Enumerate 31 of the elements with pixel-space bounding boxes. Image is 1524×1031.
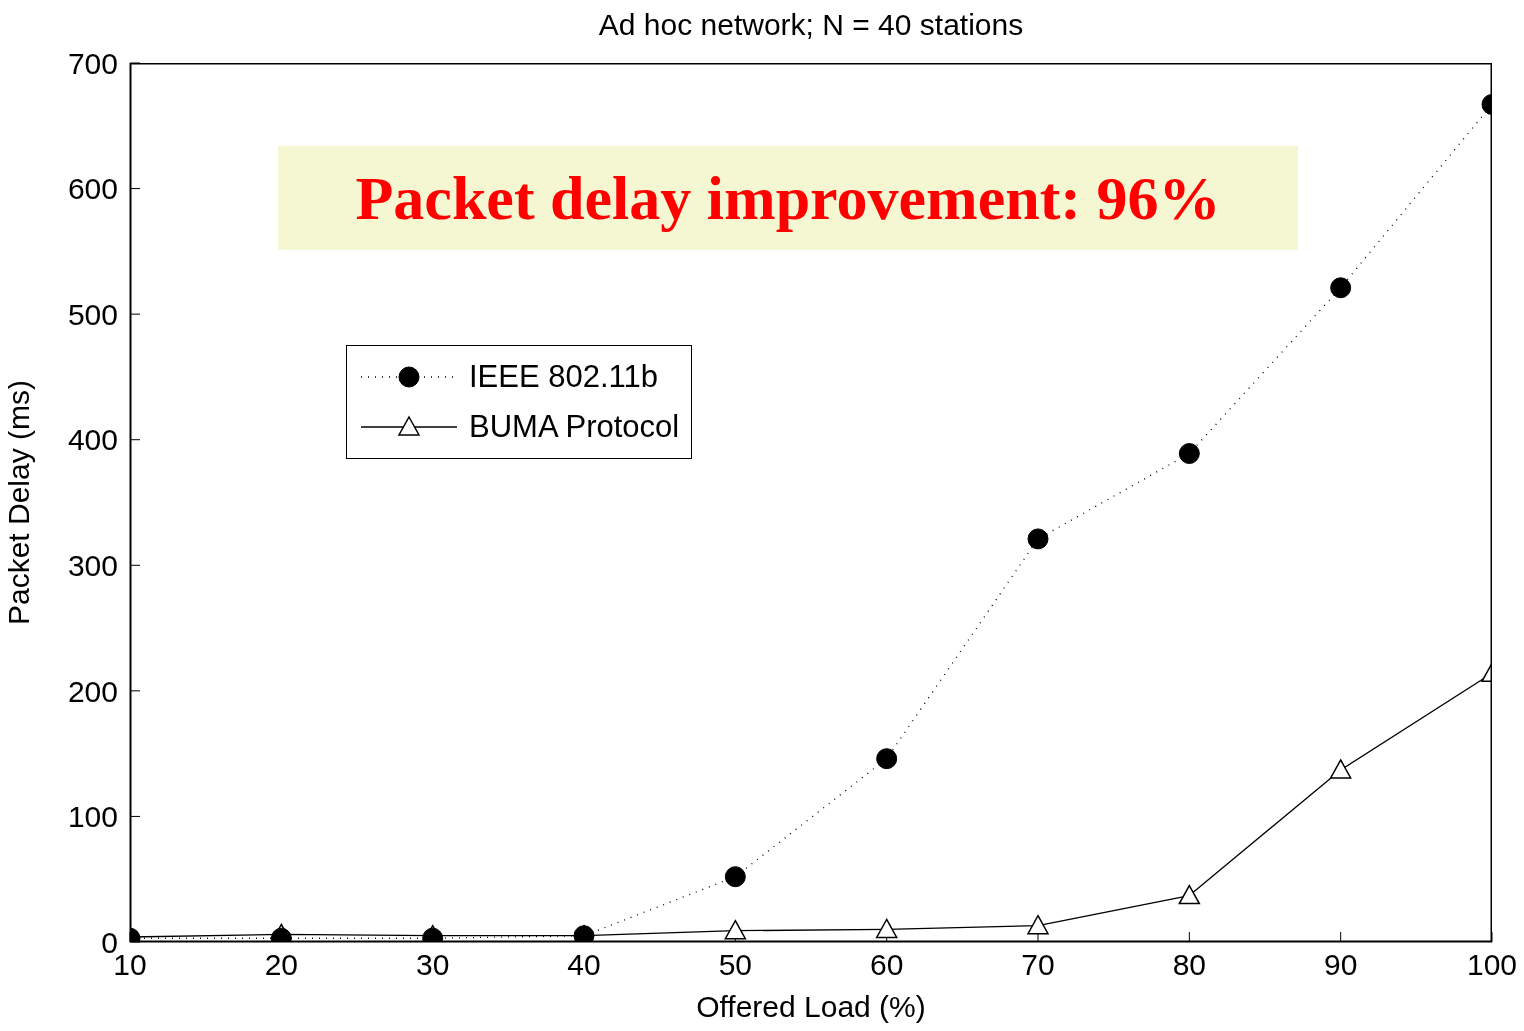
x-tick-label: 80 bbox=[1172, 948, 1207, 982]
y-tick-label: 100 bbox=[67, 800, 118, 834]
point bbox=[875, 918, 898, 939]
x-tick-label: 70 bbox=[1021, 948, 1055, 982]
x-axis-title: Offered Load (%) bbox=[696, 990, 926, 1023]
point bbox=[1330, 277, 1352, 299]
point bbox=[1027, 914, 1049, 935]
y-tick-label: 700 bbox=[67, 46, 118, 80]
point bbox=[1178, 443, 1200, 465]
y-tick-label: 600 bbox=[67, 172, 118, 206]
x-tick-label: 90 bbox=[1323, 948, 1358, 982]
point bbox=[1329, 759, 1352, 779]
x-tick-label: 40 bbox=[567, 948, 601, 982]
x-tick-label: 30 bbox=[415, 948, 450, 982]
y-tick-label: 300 bbox=[67, 548, 118, 582]
point bbox=[724, 866, 746, 888]
legend-label: IEEE 802.11b bbox=[469, 359, 659, 395]
point bbox=[1027, 528, 1049, 550]
y-tick-label: 400 bbox=[67, 423, 118, 457]
x-tick-label: 20 bbox=[264, 948, 299, 982]
point bbox=[1178, 884, 1201, 905]
annotation: Packet delay improvement: 96% bbox=[278, 146, 1298, 250]
legend-label: BUMA Protocol bbox=[469, 409, 680, 445]
y-tick-label: 200 bbox=[67, 674, 118, 708]
x-tick-label: 50 bbox=[718, 948, 753, 982]
x-tick-label: 100 bbox=[1466, 948, 1518, 982]
point bbox=[724, 919, 747, 940]
chart-title: Ad hoc network; N = 40 stations bbox=[597, 8, 1025, 42]
x-tick-label: 60 bbox=[869, 948, 904, 982]
y-tick-label: 500 bbox=[67, 297, 118, 331]
point bbox=[876, 748, 898, 770]
